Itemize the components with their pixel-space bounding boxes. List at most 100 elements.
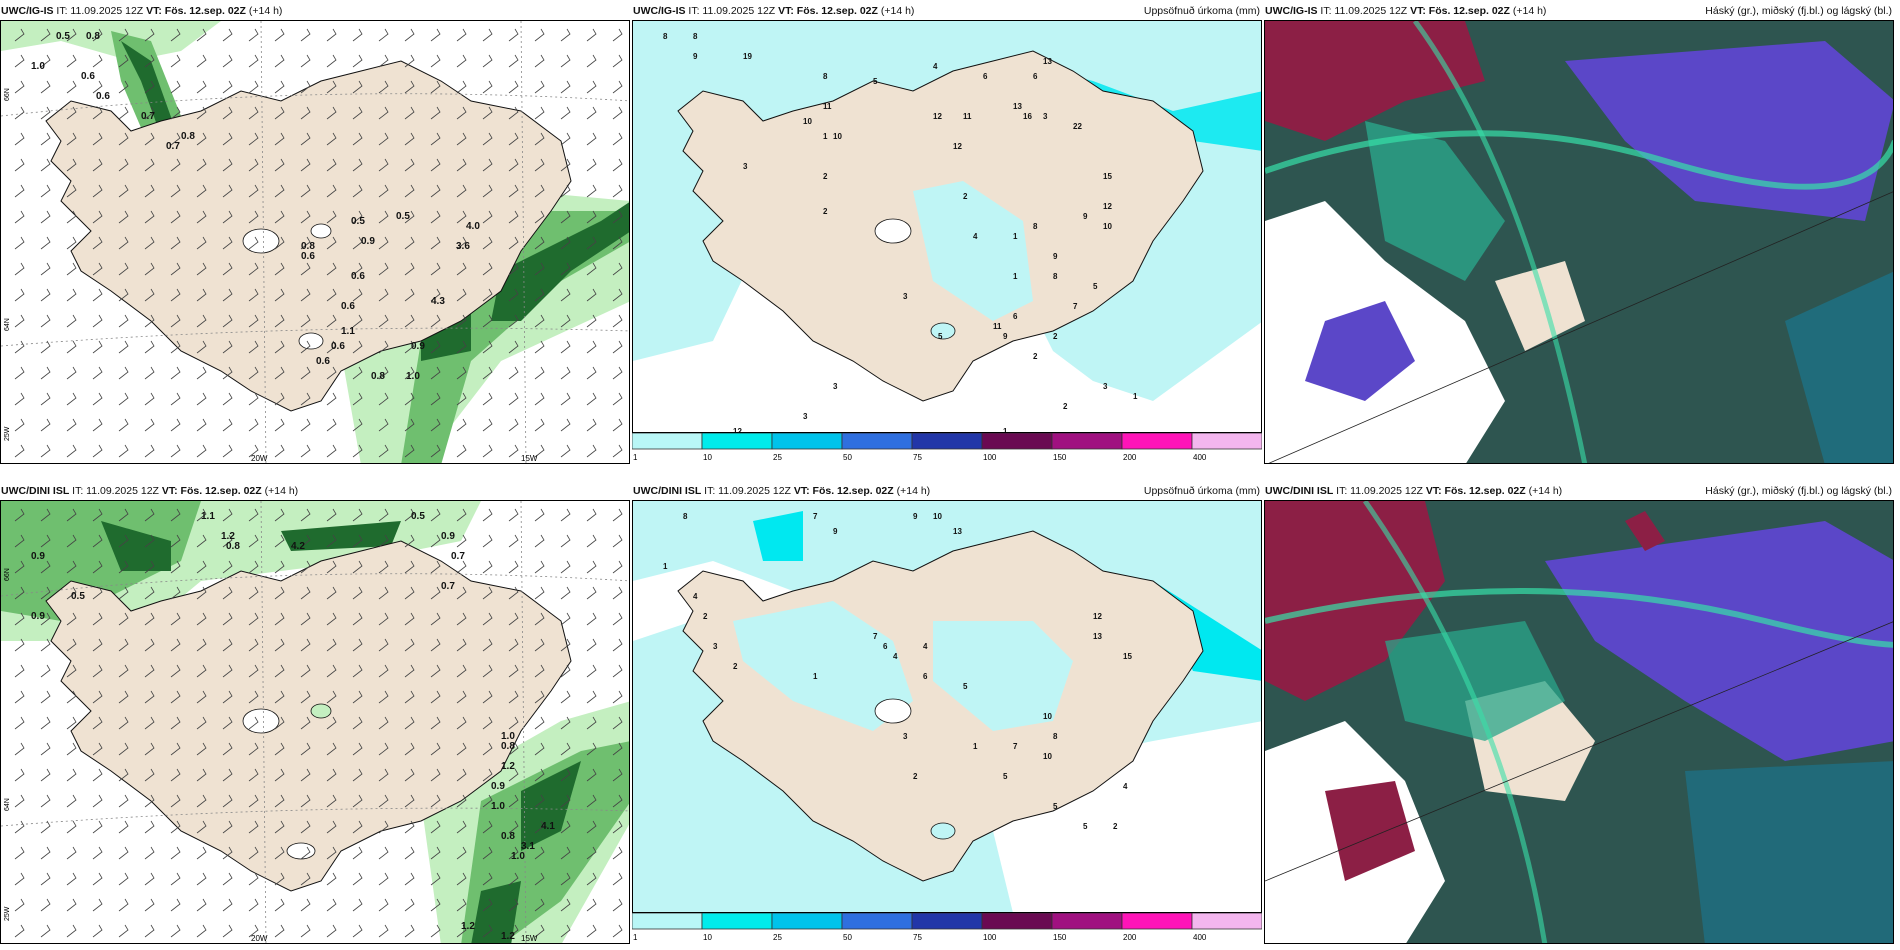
wind-barb (508, 444, 519, 458)
wind-barb (326, 664, 337, 678)
wind-barb (170, 392, 181, 406)
wind-barb (300, 288, 311, 302)
wind-barb (326, 534, 337, 548)
wind-barb (326, 314, 337, 328)
wind-barb (118, 80, 129, 94)
wind-barb (560, 106, 571, 120)
panel-clouds-igis: UWC/IG-IS IT: 11.09.2025 12Z VT: Fös. 12… (1264, 0, 1896, 464)
wind-barb (196, 534, 207, 548)
lon-label: 15W (521, 934, 538, 943)
wind-barb (222, 184, 233, 198)
wind-barb (482, 872, 493, 886)
wind-barb (14, 80, 25, 94)
value-label: 0.6 (316, 356, 330, 367)
value-label: 15 (1103, 172, 1112, 181)
wind-barb (404, 54, 415, 68)
wind-barb (222, 80, 233, 94)
wind-barb (118, 262, 129, 276)
map-precip[interactable]: 8 8 9 19 8 11 10 10 5 4 6 6 3 12 12 13 13 11 16 22 3 1 2 2 1 1 2 15… (632, 20, 1262, 464)
wind-barb (612, 924, 623, 938)
valid-time: VT: Fös. 12.sep. 02Z (793, 485, 894, 497)
lead-time: (+14 h) (880, 5, 915, 17)
colorbar-swatch (1051, 433, 1123, 450)
wind-barb (430, 418, 441, 432)
value-label: 16 (1023, 112, 1032, 121)
wind-barb (378, 820, 389, 834)
colorbar-swatch (981, 433, 1053, 450)
wind-barb (248, 872, 259, 886)
value-label: 4.0 (466, 221, 480, 232)
wind-barb (92, 340, 103, 354)
wind-barb (118, 924, 129, 938)
wind-barb (352, 314, 363, 328)
wind-barb (300, 444, 311, 458)
wind-barb (378, 794, 389, 808)
wind-barb (352, 236, 363, 250)
wind-barb (170, 924, 181, 938)
wind-barb (378, 288, 389, 302)
wind-barb (300, 638, 311, 652)
wind-barb (300, 716, 311, 730)
wind-barb (560, 262, 571, 276)
wind-barb (170, 872, 181, 886)
wind-barb (456, 794, 467, 808)
wind-barb (352, 444, 363, 458)
panel-header: UWC/IG-IS IT: 11.09.2025 12Z VT: Fös. 12… (633, 4, 1262, 18)
wind-barb (14, 106, 25, 120)
wind-barb (248, 28, 259, 42)
wind-barb (482, 444, 493, 458)
wind-barb (586, 898, 597, 912)
wind-barb (92, 366, 103, 380)
value-label: 1 (823, 132, 828, 141)
lead-time: (+14 h) (1528, 485, 1563, 497)
map-clouds[interactable] (1264, 500, 1894, 944)
wind-barb (456, 262, 467, 276)
map-wind[interactable]: 0.5 0.8 0.6 1.0 0.6 0.7 0.8 0.7 0.5 0.5 0.9 0.8 0.6 0… (0, 20, 630, 464)
wind-barb (248, 262, 259, 276)
wind-barb (92, 314, 103, 328)
value-label: 1.2 (501, 761, 515, 772)
colorbar-label: 400 (1193, 453, 1207, 462)
colorbar-label: 1 (633, 453, 638, 462)
wind-barb (326, 392, 337, 406)
wind-barb (274, 924, 285, 938)
wind-barb (456, 444, 467, 458)
wind-barb (248, 80, 259, 94)
map-clouds[interactable] (1264, 20, 1894, 464)
wind-barb (92, 846, 103, 860)
wind-barb (482, 236, 493, 250)
value-label: 10 (833, 132, 842, 141)
value-label: 0.6 (301, 251, 315, 262)
wind-barb (430, 898, 441, 912)
wind-barb (560, 716, 571, 730)
wind-barb (118, 716, 129, 730)
wind-barb (144, 340, 155, 354)
wind-barb (170, 690, 181, 704)
wind-barb (430, 768, 441, 782)
wind-barb (14, 924, 25, 938)
value-label: 1.0 (511, 851, 525, 862)
wind-barb (456, 534, 467, 548)
wind-barb (274, 794, 285, 808)
value-label: 0.9 (411, 341, 425, 352)
wind-barb (404, 80, 415, 94)
wind-barb (326, 132, 337, 146)
wind-barb (66, 236, 77, 250)
wind-barb (274, 742, 285, 756)
wind-barb (40, 28, 51, 42)
wind-barb (118, 288, 129, 302)
value-label: 1.0 (491, 801, 505, 812)
colorbar-label: 25 (773, 933, 782, 942)
wind-barb (482, 508, 493, 522)
wind-barb (560, 560, 571, 574)
wind-barb (40, 54, 51, 68)
wind-barb (560, 638, 571, 652)
wind-barb (222, 418, 233, 432)
value-label: 7 (1073, 302, 1078, 311)
map-precip[interactable]: 8 7 9 9 10 13 1 4 2 3 2 1 7 6 4 4 6 5 12 13 15 10 8 10 7 5 4 1 3 2 5 5 2 (632, 500, 1262, 944)
wind-barb (40, 288, 51, 302)
wind-barb (118, 794, 129, 808)
map-wind[interactable]: 1.1 1.2 0.8 4.2 0.5 0.9 0.9 0.7 0.5 0.9 0.7 1.0 0.8 1… (0, 500, 630, 944)
wind-barb (92, 586, 103, 600)
